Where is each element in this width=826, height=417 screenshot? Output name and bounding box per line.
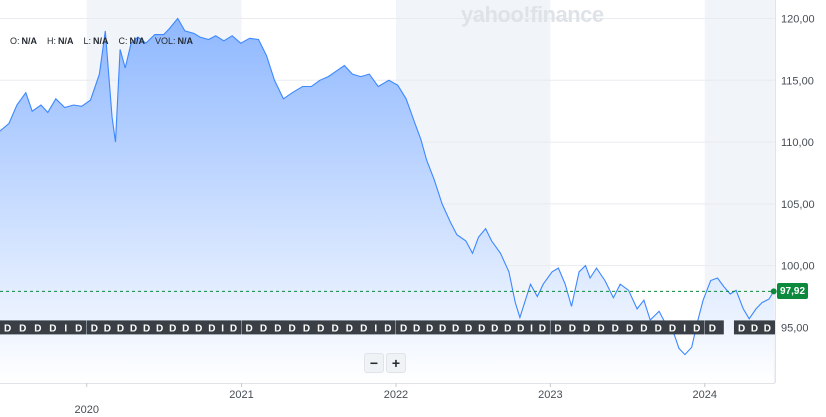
y-tick-label: 115,00 xyxy=(781,75,814,87)
event-strip-label: D D D D D D D D D I D xyxy=(554,323,700,334)
x-axis: 2020 2021 2022 2023 2024 xyxy=(74,383,717,416)
y-tick-label: 120,00 xyxy=(781,14,815,26)
price-line xyxy=(0,17,775,356)
high-readout: H: N/A xyxy=(47,36,74,46)
y-tick-label: 100,00 xyxy=(781,261,815,273)
event-strip xyxy=(550,320,705,335)
event-strip xyxy=(86,320,242,335)
event-strip-label: D D D xyxy=(738,323,771,334)
y-axis: 95,00 100,00 105,00 110,00 115,00 120,00 xyxy=(781,14,815,335)
event-strip xyxy=(395,320,550,335)
x-tick-label: 2020 xyxy=(74,404,98,416)
ohlc-readout: O: N/A H: N/A L: N/A C: N/A VOL: N/A xyxy=(10,36,193,46)
last-price-badge: 97,92 xyxy=(777,283,808,300)
event-strip xyxy=(241,320,396,335)
yahoo-finance-logo: yahoo!finance xyxy=(461,2,604,27)
event-strip-label: D xyxy=(709,323,716,334)
event-strip-label: D D D D D D D D D D I D xyxy=(91,323,237,334)
x-tick-label: 2022 xyxy=(384,389,408,401)
event-strip xyxy=(0,320,87,335)
y-tick-label: 95,00 xyxy=(781,322,809,334)
zoom-out-button[interactable]: − xyxy=(364,353,384,373)
event-strip xyxy=(733,320,775,335)
event-strip xyxy=(704,320,724,335)
event-strip-label: D D D D D D D D D I D xyxy=(246,323,392,334)
last-price-dot xyxy=(770,288,777,295)
low-readout: L: N/A xyxy=(83,36,109,46)
zoom-controls: − + xyxy=(364,353,406,373)
x-tick-label: 2024 xyxy=(693,389,717,401)
zoom-in-button[interactable]: + xyxy=(386,353,406,373)
volume-readout: VOL: N/A xyxy=(155,36,194,46)
event-strip-label: D D D D D D D D D D I D xyxy=(400,323,546,334)
event-strip-label: D D D D I D xyxy=(4,323,82,334)
event-markers: D D D D I D D D D D D D D D D D I D D D D … xyxy=(0,320,775,335)
open-readout: O: N/A xyxy=(10,36,38,46)
close-readout: C: N/A xyxy=(118,36,146,46)
y-tick-label: 105,00 xyxy=(781,199,815,211)
x-tick-label: 2021 xyxy=(229,389,253,401)
x-tick-label: 2023 xyxy=(538,389,562,401)
y-tick-label: 110,00 xyxy=(781,137,814,149)
price-area xyxy=(0,18,774,383)
